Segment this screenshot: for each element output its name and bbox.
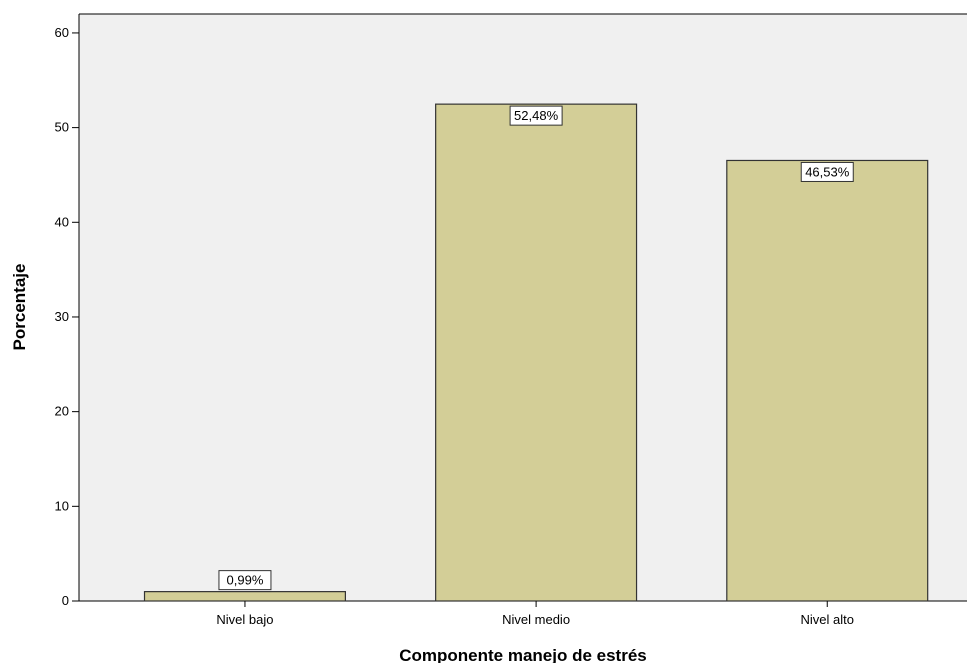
x-tick-label: Nivel alto	[801, 612, 854, 627]
bars: 0,99% 52,48% 46,53%	[143, 103, 929, 602]
y-tick-label: 30	[55, 309, 69, 324]
x-tick-label: Nivel medio	[502, 612, 570, 627]
y-tick-label: 0	[62, 593, 69, 608]
y-tick-label: 40	[55, 214, 69, 229]
y-axis-title: Porcentaje	[10, 264, 29, 351]
bar	[726, 159, 929, 602]
bar	[143, 591, 346, 602]
y-tick-label: 10	[55, 498, 69, 513]
y-tick-label: 60	[55, 25, 69, 40]
data-label-box	[509, 105, 563, 126]
data-label: 52,48%	[514, 108, 559, 123]
bar	[435, 103, 638, 602]
x-axis-title: Componente manejo de estrés	[399, 646, 647, 663]
data-label-box	[800, 161, 854, 182]
y-tick-label: 50	[55, 120, 69, 135]
y-tick-label: 20	[55, 404, 69, 419]
data-label-box	[218, 570, 272, 591]
x-tick-label: Nivel bajo	[216, 612, 273, 627]
data-label: 46,53%	[805, 164, 850, 179]
y-axis-ticks: 0 10 20 30 40 50 60	[55, 25, 79, 608]
x-axis-ticks: Nivel bajo Nivel medio Nivel alto	[216, 601, 854, 627]
data-label: 0,99%	[227, 573, 264, 588]
